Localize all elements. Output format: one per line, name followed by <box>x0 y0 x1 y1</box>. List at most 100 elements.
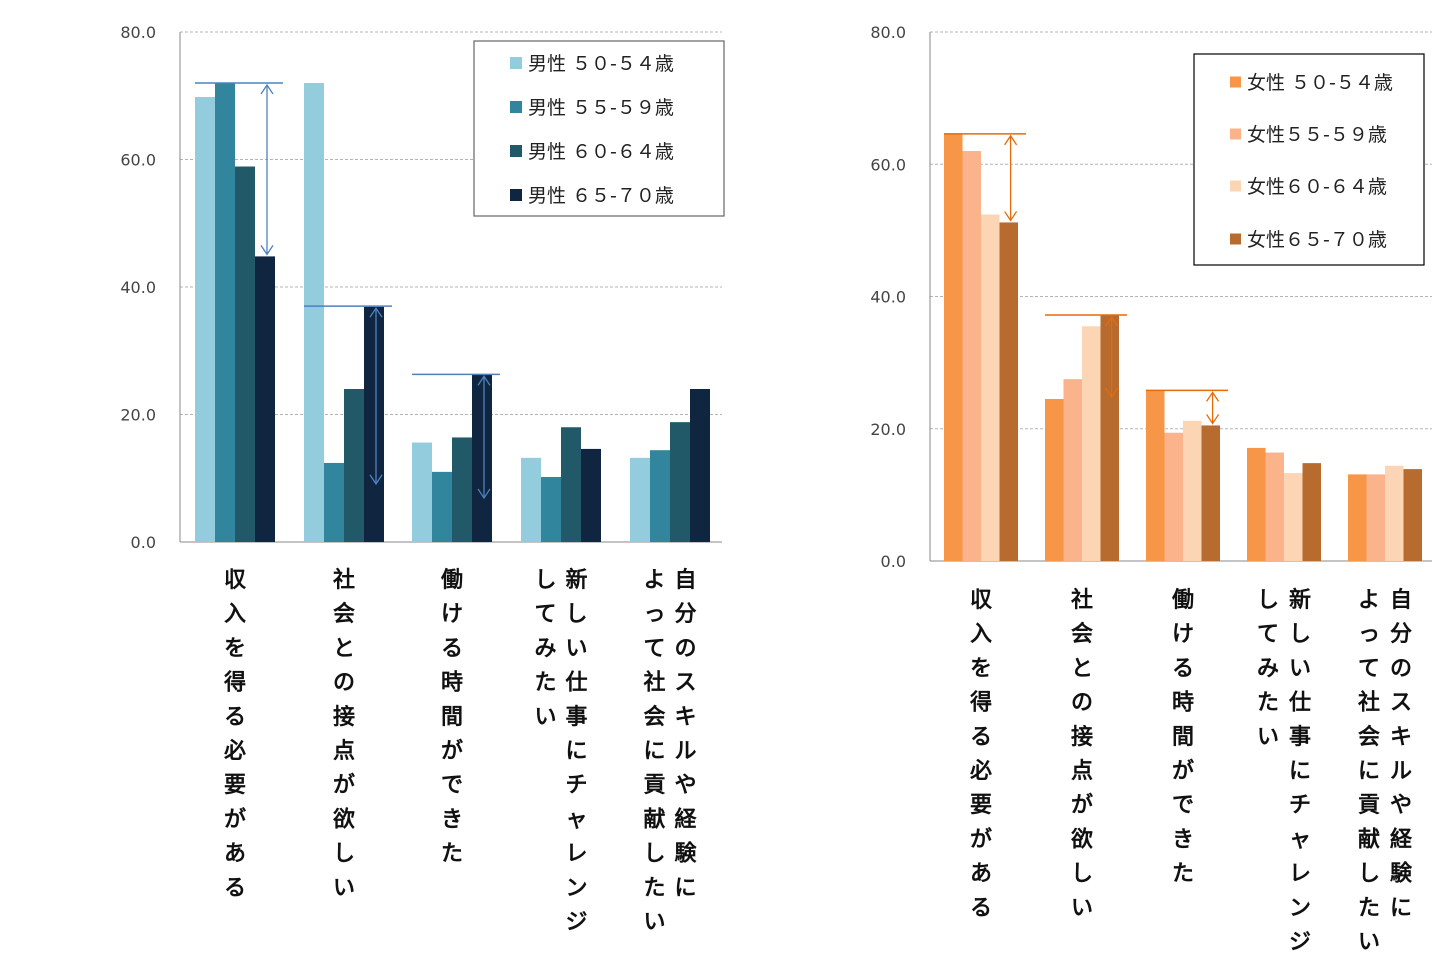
category-label-char: 要 <box>970 793 992 818</box>
category-label-char: る <box>1172 656 1194 681</box>
category-label-char: 間 <box>441 705 463 730</box>
category-label-char: 自 <box>674 567 696 593</box>
y-tick-label: 20.0 <box>120 406 156 425</box>
legend-swatch <box>1230 180 1241 192</box>
category-label-char: た <box>1257 691 1279 716</box>
arrow-head-down <box>1206 414 1220 425</box>
bar <box>1366 474 1385 561</box>
bar <box>452 437 472 542</box>
bar <box>364 306 384 542</box>
category-label-char: に <box>1358 759 1380 784</box>
arrow-head-up <box>369 306 383 318</box>
bar <box>1183 420 1202 561</box>
bar <box>1164 432 1183 561</box>
category-label-char: や <box>1390 793 1412 818</box>
gap-annotation <box>944 133 1026 222</box>
legend-swatch <box>510 57 522 69</box>
bar <box>324 462 344 542</box>
category-label-char: 収 <box>970 588 993 613</box>
category-label-char: 接 <box>333 705 355 730</box>
category-label-char: の <box>1390 656 1412 681</box>
category-label-char: け <box>441 602 463 627</box>
bar <box>944 133 963 561</box>
legend-label: 女性 ５０-５４歳 <box>1247 72 1393 94</box>
bar <box>1385 465 1404 561</box>
gap-annotation <box>304 305 392 486</box>
category-label-char: を <box>224 636 246 661</box>
category-label-char: あ <box>224 842 246 867</box>
chart-female-age-groups: 0.020.040.060.080.0収入を得る必要がある社会との接点が欲しい働… <box>870 23 1432 955</box>
category-label-char: る <box>224 876 246 901</box>
bar <box>1284 473 1303 561</box>
category-label-char: い <box>534 705 556 730</box>
y-tick-label: 40.0 <box>120 278 156 297</box>
legend-label: 男性 ５５-５９歳 <box>528 97 674 119</box>
bar <box>690 389 710 542</box>
bar <box>1201 425 1220 561</box>
category-label-char: る <box>224 705 246 730</box>
category-label-char: チ <box>565 773 587 798</box>
legend-label: 男性 ６５-７０歳 <box>528 185 674 207</box>
category-label-char: て <box>643 636 665 661</box>
category-label-char: 時 <box>1172 691 1194 716</box>
arrow-head-up <box>477 375 491 386</box>
category-label-char: け <box>1172 622 1194 647</box>
legend-swatch <box>1230 233 1241 245</box>
category-label-char: 事 <box>565 704 587 730</box>
bar <box>630 457 650 542</box>
category-label-char: ス <box>674 671 696 696</box>
category-label-char: 得 <box>223 670 246 696</box>
category-label-char: 分 <box>1390 622 1412 647</box>
category-label-char: 新 <box>565 567 587 593</box>
category-label-char: ル <box>674 739 696 764</box>
bar <box>215 83 235 542</box>
category-label-char: よ <box>1358 588 1380 613</box>
category-label-char: の <box>1071 691 1093 716</box>
category-label-char: ジ <box>1289 930 1311 955</box>
gap-annotation <box>195 82 283 256</box>
y-tick-label: 0.0 <box>131 533 156 552</box>
category-label-char: し <box>643 842 665 867</box>
category-label-char: 接 <box>1071 725 1093 750</box>
category-label-char: が <box>333 772 355 798</box>
arrow-head-up <box>260 83 274 95</box>
category-label-char: み <box>1257 656 1279 681</box>
arrow-head-up <box>1206 391 1220 402</box>
category-label-char: ャ <box>1289 827 1311 852</box>
category-label-char: チ <box>1289 793 1311 818</box>
bar <box>581 448 601 542</box>
category-label-char: 献 <box>643 806 665 832</box>
category-label-char: に <box>1390 896 1412 921</box>
bar <box>432 471 452 542</box>
category-label-char: た <box>1358 896 1380 921</box>
category-label-char: よ <box>643 568 665 593</box>
y-tick-label: 60.0 <box>120 151 156 170</box>
category-label-char: と <box>333 636 355 661</box>
category-label-char: し <box>1071 862 1093 887</box>
category-label-char: に <box>674 876 696 901</box>
category-label-char: 献 <box>1358 826 1380 852</box>
category-label-char: 験 <box>674 842 697 867</box>
category-label-char: 時 <box>441 671 463 696</box>
bar <box>981 214 1000 561</box>
category-label-char: 新 <box>1289 587 1311 613</box>
category-label-char: 欲 <box>332 806 355 832</box>
category-label-char: み <box>534 636 556 661</box>
category-label-char: が <box>970 826 992 852</box>
bar <box>1302 463 1321 561</box>
category-label-char: 仕 <box>1288 691 1311 716</box>
y-tick-label: 20.0 <box>870 420 906 439</box>
category-label-char: や <box>674 773 696 798</box>
legend-swatch <box>1230 76 1241 88</box>
category-label-char: ス <box>1390 691 1412 716</box>
category-label-char: 社 <box>643 670 665 696</box>
category-label-char: き <box>441 807 463 832</box>
category-label-char: た <box>643 876 665 901</box>
legend-label: 女性６５-７０歳 <box>1247 229 1387 251</box>
category-label-char: い <box>1358 930 1380 955</box>
